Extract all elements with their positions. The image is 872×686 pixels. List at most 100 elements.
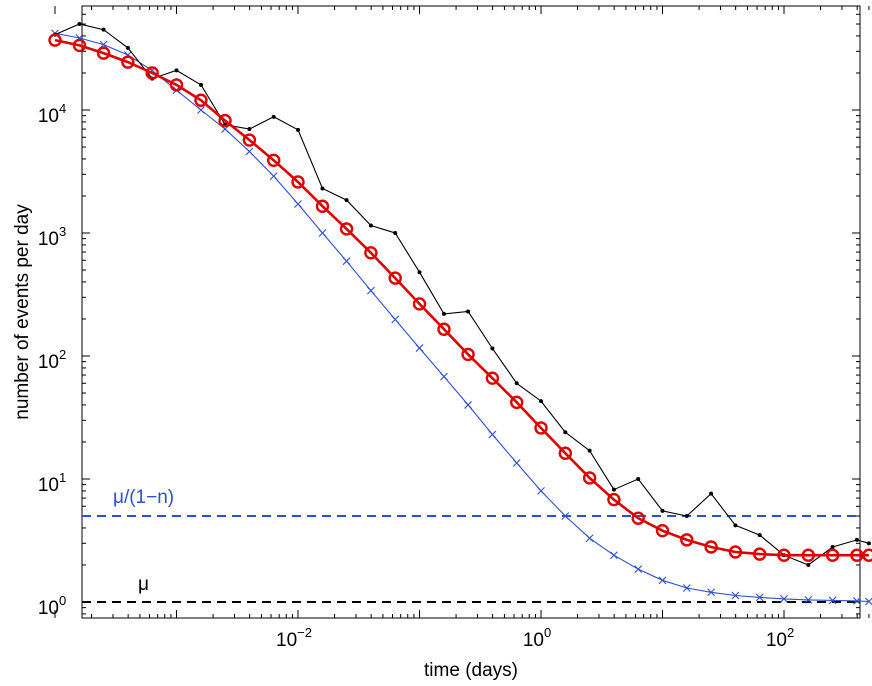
data-point-model (704, 540, 718, 554)
x-tick-label: 10−2 (276, 625, 312, 651)
data-point-model (825, 548, 840, 562)
data-point-model (558, 446, 573, 460)
major-ticks (54, 6, 860, 618)
y-tick-label-base: 10 (38, 475, 59, 496)
data-point-poisson (804, 596, 813, 604)
data-point-model (801, 548, 816, 562)
data-point-model (485, 371, 500, 385)
series-model (48, 33, 872, 562)
data-point-model (96, 46, 111, 60)
data-point-observed (563, 430, 568, 435)
data-point-poisson (415, 344, 424, 352)
series-line-observed (54, 23, 870, 566)
data-point-observed (198, 82, 203, 87)
ref-label-mu-over-one-minus-n: μ/(1−n) (113, 487, 174, 508)
data-point-poisson (464, 401, 472, 409)
y-tick-label-base: 10 (38, 598, 59, 619)
data-point-poisson (731, 591, 740, 600)
data-point-poisson (440, 372, 448, 381)
data-point-poisson (853, 597, 861, 605)
y-tick-label-exponent: 1 (59, 470, 66, 485)
data-point-observed (733, 523, 738, 528)
data-point-observed (77, 22, 82, 27)
data-point-observed (709, 491, 714, 496)
data-point-observed (539, 399, 543, 404)
data-point-poisson (342, 257, 351, 266)
data-point-model (218, 113, 232, 128)
x-tick-label: 102 (766, 625, 794, 651)
data-point-observed (660, 508, 665, 513)
series-line-model (54, 38, 869, 557)
data-point-model (339, 222, 354, 236)
data-point-observed (320, 186, 325, 191)
data-point-poisson (780, 594, 788, 603)
x-tick-label-base: 10 (766, 630, 787, 651)
series-poisson (51, 29, 872, 606)
x-tick-label: 100 (523, 625, 551, 651)
data-point-poisson (391, 315, 400, 324)
data-point-poisson (865, 597, 872, 606)
data-point-observed (854, 537, 859, 542)
x-tick-label-exponent: 2 (787, 625, 794, 640)
data-point-observed (636, 477, 641, 481)
data-point-observed (296, 127, 300, 132)
data-point-poisson (561, 512, 570, 520)
y-tick-label: 104 (38, 101, 66, 127)
data-point-model (169, 78, 184, 92)
data-point-poisson (197, 106, 205, 114)
y-tick-label: 101 (38, 470, 66, 496)
data-point-observed (125, 45, 130, 50)
data-point-observed (466, 309, 471, 314)
data-point-model (48, 33, 62, 47)
data-point-model (607, 492, 621, 507)
data-point-poisson (658, 576, 667, 585)
data-point-poisson (828, 596, 837, 605)
data-point-model (121, 55, 135, 69)
plot-frame (81, 5, 861, 619)
data-point-poisson (585, 534, 594, 543)
data-point-observed (393, 231, 398, 235)
x-tick-label-exponent: 0 (544, 625, 551, 640)
data-point-poisson (294, 200, 302, 208)
data-point-poisson (682, 584, 691, 592)
data-point-poisson (488, 430, 497, 439)
data-point-model (412, 297, 427, 311)
y-tick-label-base: 10 (38, 229, 59, 250)
data-point-observed (417, 270, 422, 275)
data-point-model (437, 322, 451, 336)
data-point-model (145, 66, 159, 80)
data-point-observed (490, 346, 495, 351)
data-point-model (582, 471, 597, 485)
data-point-poisson (707, 588, 715, 597)
x-tick-label-base: 10 (523, 630, 544, 651)
data-point-model (242, 133, 257, 147)
ref-label-mu: μ (138, 574, 149, 595)
y-axis-label: number of events per day (12, 204, 33, 420)
data-point-model (534, 421, 548, 435)
data-point-model (291, 175, 305, 189)
data-point-observed (866, 541, 871, 546)
data-point-observed (368, 223, 373, 228)
data-point-observed (757, 533, 762, 538)
y-tick-label: 100 (38, 593, 66, 619)
data-point-model (655, 523, 670, 538)
data-point-observed (441, 311, 446, 316)
y-tick-label-base: 10 (38, 352, 59, 373)
data-point-poisson (318, 229, 327, 237)
y-tick-label: 102 (38, 347, 66, 373)
data-point-poisson (610, 551, 618, 560)
data-point-observed (344, 198, 349, 203)
data-point-poisson (537, 487, 545, 495)
data-point-model (364, 246, 378, 260)
y-tick-label-exponent: 2 (59, 347, 66, 362)
data-point-poisson (634, 565, 643, 574)
data-point-model (862, 548, 872, 562)
series-layer (48, 22, 872, 606)
x-tick-label-base: 10 (276, 630, 297, 651)
x-axis-label: time (days) (424, 660, 518, 681)
data-point-poisson (366, 286, 375, 295)
y-tick-label-exponent: 0 (59, 593, 66, 608)
data-point-poisson (245, 147, 254, 156)
data-point-model (194, 93, 208, 107)
